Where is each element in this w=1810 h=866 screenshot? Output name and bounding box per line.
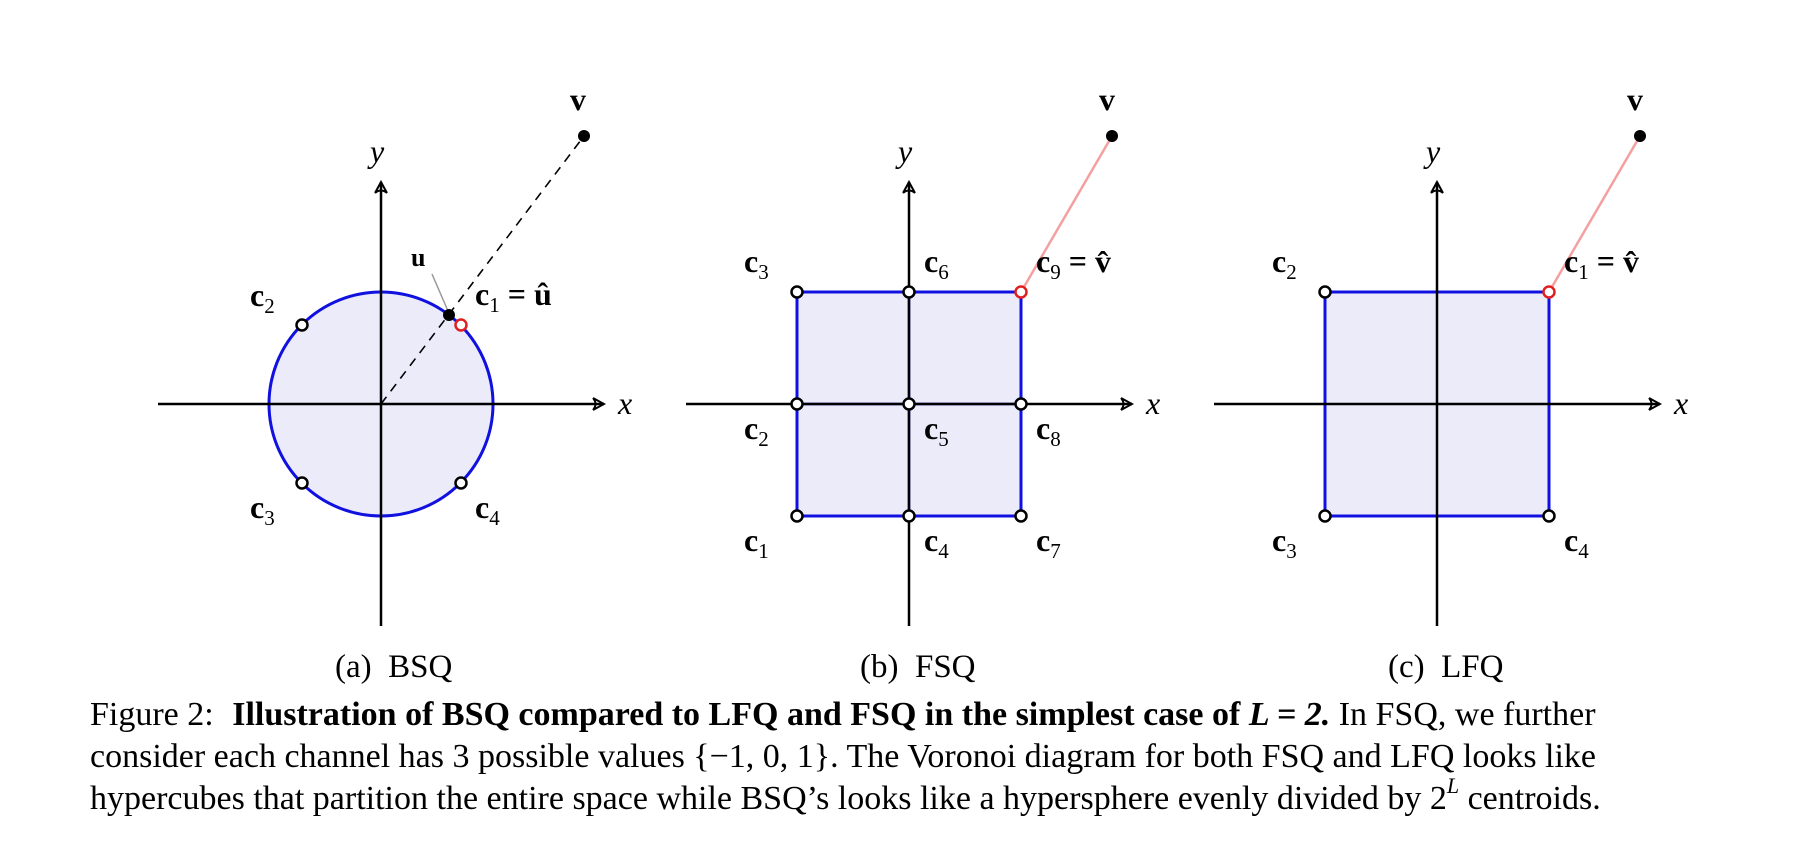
bsq-c1-label: c1 = û: [475, 276, 552, 317]
lfq-subcaption: (c) LFQ: [1388, 649, 1504, 685]
caption-line3-pre: hypercubes that partition the entire spa…: [90, 780, 1447, 817]
fsq-c6-label: c6: [924, 243, 949, 284]
caption-line3-post: centroids.: [1459, 780, 1601, 817]
bsq-dashed-line: [380, 135, 585, 405]
caption-bold-title: Illustration of BSQ compared to LFQ and …: [232, 696, 1241, 733]
fsq-centroid-9: [1014, 285, 1028, 299]
fsq-c9-label: c9 = v̂: [1036, 243, 1111, 284]
lfq-c4-label: c4: [1564, 522, 1589, 563]
lfq-v-point: [1634, 130, 1646, 142]
lfq-c2-label: c2: [1272, 243, 1297, 284]
lfq-centroid-4: [1542, 509, 1556, 523]
figure-caption: Figure 2: Illustration of BSQ compared t…: [90, 694, 1790, 820]
fsq-c3-label: c3: [744, 243, 769, 284]
caption-bold-math: L = 2.: [1248, 696, 1331, 733]
fsq-c2-label: c2: [744, 410, 769, 451]
bsq-centroid-4: [454, 476, 468, 490]
bsq-c3-label: c3: [250, 489, 275, 530]
fsq-centroid-7: [1014, 509, 1028, 523]
fsq-centroid-5: [902, 397, 916, 411]
bsq-x-label: x: [617, 385, 632, 421]
bsq-v-point: [578, 130, 590, 142]
lfq-x-label: x: [1673, 385, 1688, 421]
bsq-v-label: v: [570, 81, 586, 117]
fsq-c1-label: c1: [744, 522, 769, 563]
lfq-projection-line: [1547, 135, 1642, 293]
bsq-u-label: u: [411, 243, 425, 272]
fsq-centroid-3: [790, 285, 804, 299]
bsq-centroid-3: [295, 476, 309, 490]
lfq-y-label: y: [1423, 133, 1441, 169]
fsq-subcaption: (b) FSQ: [860, 649, 976, 685]
caption-line-2: consider each channel has 3 possible val…: [90, 738, 1597, 775]
caption-line1-rest: In FSQ, we further: [1338, 696, 1596, 733]
panel-lfq: x y v c1 = v̂ c2 c3 c4 (c) LFQ: [1214, 81, 1688, 685]
lfq-centroid-1: [1542, 285, 1556, 299]
caption-label: Figure 2:: [90, 696, 214, 733]
bsq-subcaption: (a) BSQ: [335, 649, 452, 685]
lfq-c1-label: c1 = v̂: [1564, 243, 1639, 284]
fsq-y-label: y: [895, 133, 913, 169]
fsq-projection-line: [1019, 135, 1114, 293]
bsq-u-pointer: [431, 273, 449, 312]
fsq-c5-label: c5: [924, 410, 949, 451]
lfq-centroid-2: [1318, 285, 1332, 299]
caption-line-3: hypercubes that partition the entire spa…: [90, 775, 1790, 820]
bsq-u-point: [443, 309, 455, 321]
fsq-c4-label: c4: [924, 522, 949, 563]
fsq-c7-label: c7: [1036, 522, 1061, 563]
fsq-centroid-6: [902, 285, 916, 299]
lfq-v-label: v: [1627, 81, 1643, 117]
panel-bsq: x y v u c1 = û c2 c3 c4 (a) BSQ: [158, 81, 632, 685]
fsq-centroid-2: [790, 397, 804, 411]
fsq-centroid-1: [790, 509, 804, 523]
fsq-v-label: v: [1099, 81, 1115, 117]
bsq-c4-label: c4: [475, 489, 500, 530]
fsq-x-label: x: [1145, 385, 1160, 421]
fsq-centroid-4: [902, 509, 916, 523]
panel-fsq: x y v c1 c2 c3 c4 c5 c6 c7 c8 c9 = v̂ (b…: [686, 81, 1160, 685]
caption-line-1: Figure 2: Illustration of BSQ compared t…: [90, 694, 1790, 736]
fsq-v-point: [1106, 130, 1118, 142]
bsq-c2-label: c2: [250, 277, 275, 318]
lfq-c3-label: c3: [1272, 522, 1297, 563]
bsq-y-label: y: [367, 133, 385, 169]
bsq-centroid-2: [295, 318, 309, 332]
caption-line3-sup: L: [1446, 773, 1460, 798]
lfq-centroid-3: [1318, 509, 1332, 523]
fsq-centroid-8: [1014, 397, 1028, 411]
bsq-centroid-1: [454, 318, 468, 332]
fsq-c8-label: c8: [1036, 410, 1061, 451]
